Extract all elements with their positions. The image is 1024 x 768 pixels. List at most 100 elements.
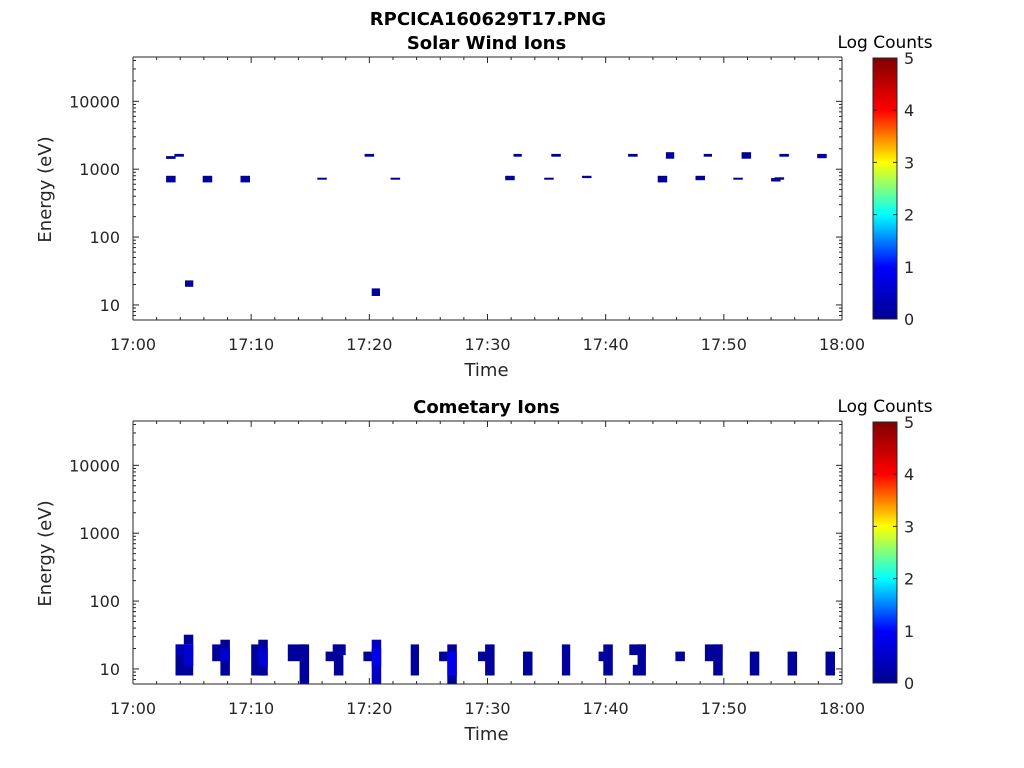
chart-panel-2: 17:00 17:10 17:20 17:30 17:40 17:50 18:0010100… (35, 397, 933, 745)
x-axis-label: Time (463, 360, 508, 381)
x-tick-label: 17:30 (464, 335, 510, 354)
heatmap-cell (771, 178, 781, 182)
heatmap-cell (523, 651, 533, 676)
colorbar-title: Log Counts (837, 397, 932, 417)
heatmap-cell (364, 153, 375, 157)
heatmap-cell (632, 664, 642, 676)
y-tick-label: 10 (100, 296, 120, 315)
heatmap-cell (825, 651, 835, 676)
panel-title: Cometary Ions (413, 397, 560, 418)
heatmap-cell (333, 644, 344, 676)
x-tick-label: 17:00 (110, 335, 156, 354)
x-tick-label: 17:10 (228, 699, 274, 718)
heatmap-cell (447, 651, 457, 676)
heatmap-cell (166, 175, 176, 183)
heatmap-cell (202, 175, 213, 183)
heatmap-cell (665, 152, 675, 159)
colorbar-tick-label: 0 (904, 674, 914, 693)
heatmap-cell (713, 644, 723, 676)
heatmap-cell (220, 648, 230, 662)
colorbar-tick-label: 3 (904, 517, 914, 536)
colorbar-tick-label: 5 (904, 413, 914, 432)
y-tick-label: 100 (89, 592, 120, 611)
heatmap-cell (551, 153, 561, 157)
heatmap-cell (629, 644, 646, 656)
x-tick-label: 17:50 (701, 335, 747, 354)
y-tick-label: 10 (100, 660, 120, 679)
heatmap-cell (363, 651, 373, 662)
heatmap-cell (741, 152, 752, 159)
heatmap-cell (478, 651, 487, 662)
y-tick-label: 10000 (69, 92, 120, 111)
heatmap-cell (258, 648, 268, 667)
colorbar-scale (872, 57, 898, 320)
y-tick-label: 10000 (69, 456, 120, 475)
heatmap-cell (390, 177, 401, 180)
heatmap-cell (325, 651, 336, 662)
colorbar-tick-label: 4 (904, 465, 914, 484)
heatmap-cell (703, 153, 712, 157)
colorbar-tick-label: 0 (904, 310, 914, 329)
heatmap-cell (749, 651, 760, 676)
y-tick-label: 1000 (79, 160, 120, 179)
colorbar-tick-label: 3 (904, 153, 914, 172)
heatmap-cell (561, 644, 571, 676)
heatmap-cell (439, 651, 449, 662)
heatmap-cell (317, 177, 327, 180)
heatmap-cell (166, 156, 176, 159)
heatmap-cell (185, 280, 194, 287)
heatmap-cell (582, 175, 592, 179)
heatmap-cell (485, 644, 495, 676)
heatmap-cell (371, 288, 380, 296)
x-tick-label: 17:10 (228, 335, 274, 354)
figure-title: RPCICA160629T17.PNG (370, 9, 606, 30)
heatmap-cell (505, 175, 515, 181)
colorbar-tick-label: 5 (904, 49, 914, 68)
heatmap-cell (733, 177, 743, 180)
heatmap-cell (779, 153, 789, 157)
y-tick-label: 1000 (79, 524, 120, 543)
heatmap-cell (817, 153, 827, 159)
heatmap-cell (371, 648, 382, 667)
heatmap-cell (299, 644, 310, 684)
heatmap-cell (628, 153, 638, 157)
heatmap-cell (251, 644, 260, 676)
heatmap-cell (787, 651, 798, 676)
x-tick-label: 18:00 (819, 699, 865, 718)
heatmap-cell (675, 651, 685, 662)
x-tick-label: 17:40 (583, 699, 629, 718)
x-tick-label: 17:20 (346, 699, 392, 718)
x-tick-label: 17:50 (701, 699, 747, 718)
x-tick-label: 17:30 (464, 699, 510, 718)
x-tick-label: 17:00 (110, 699, 156, 718)
heatmap-cell (544, 177, 554, 180)
heatmap-cell (603, 644, 613, 676)
x-tick-label: 18:00 (819, 335, 865, 354)
colorbar-tick-label: 1 (904, 622, 914, 641)
colorbar-title: Log Counts (837, 33, 932, 53)
heatmap-cell (657, 175, 668, 183)
x-tick-label: 17:40 (583, 335, 629, 354)
colorbar-scale (872, 421, 898, 684)
heatmap-cell (212, 644, 222, 662)
heatmap-cell (695, 175, 705, 181)
heatmap-cell (240, 175, 250, 183)
colorbar-tick-label: 2 (904, 206, 914, 225)
heatmap-cell (637, 644, 646, 676)
colorbar-tick-label: 2 (904, 570, 914, 589)
y-axis-label: Energy (eV) (35, 500, 56, 606)
heatmap-cell (410, 644, 419, 676)
heatmap-cell (183, 634, 194, 645)
heatmap-cell (183, 644, 194, 667)
colorbar-tick-label: 4 (904, 101, 914, 120)
x-tick-label: 17:20 (346, 335, 392, 354)
x-axis-label: Time (463, 724, 508, 745)
heatmap-cell (175, 644, 184, 656)
colorbar-tick-label: 1 (904, 258, 914, 277)
heatmap-cell (513, 153, 522, 157)
heatmap-cell (174, 153, 184, 157)
chart-panel-1: 17:00 17:10 17:20 17:30 17:40 17:50 18:0010100… (35, 33, 933, 381)
y-axis-label: Energy (eV) (35, 136, 56, 242)
